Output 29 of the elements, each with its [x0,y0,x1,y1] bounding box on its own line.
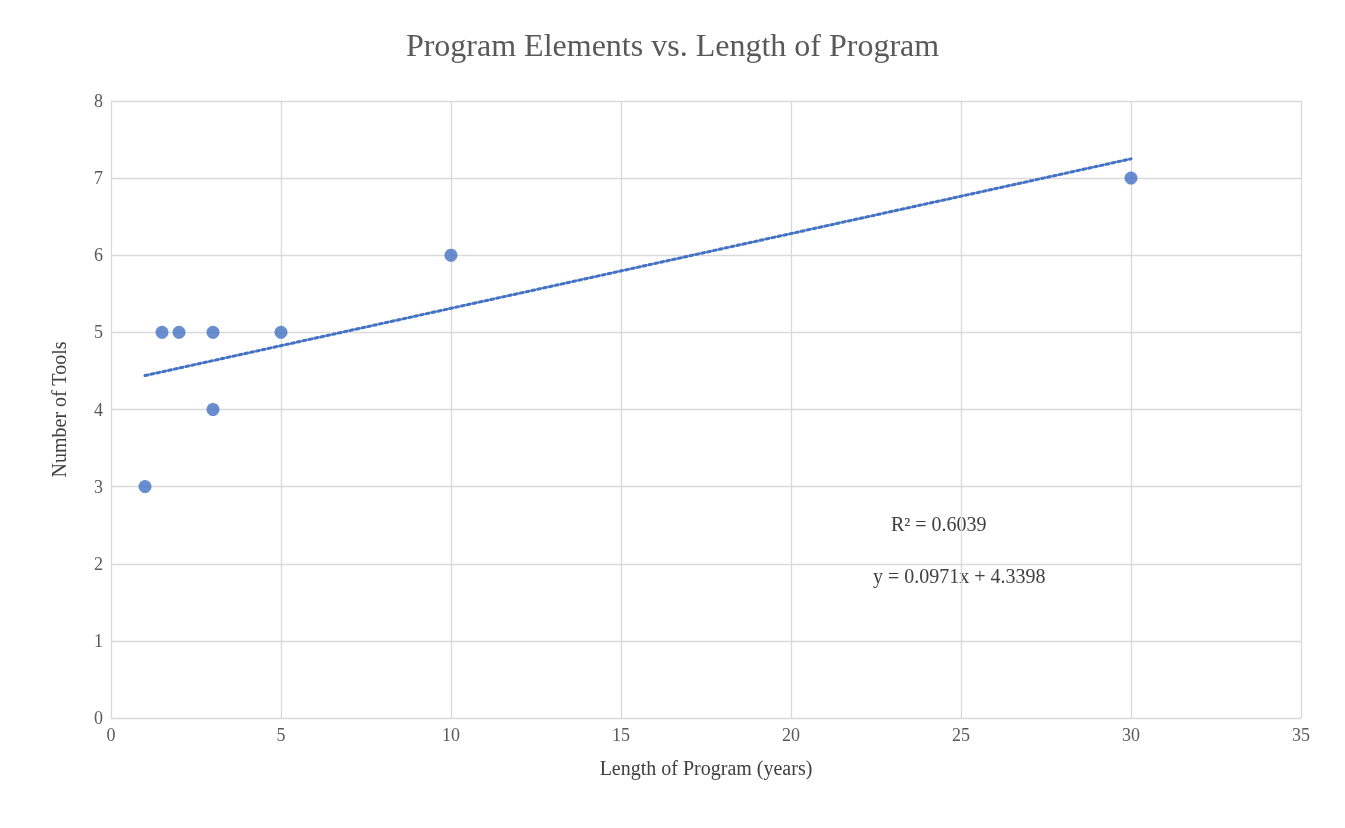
y-tick-label: 3 [94,476,103,497]
point [138,480,152,494]
y-tick-label: 1 [94,630,103,651]
point [206,403,220,416]
x-tick-label: 35 [1292,725,1310,745]
annotation: R² = 0.6039 [891,513,987,535]
y-tick-label: 2 [94,553,103,574]
x-tick-label: 30 [1122,725,1140,745]
point [444,248,458,262]
x-tick-label: 10 [442,725,460,745]
y-tick-label: 8 [94,91,103,111]
x-tick-label: 20 [782,725,800,745]
x-axis-title: Length of Program (years) [599,757,813,780]
y-tick-label: 5 [94,322,103,343]
chart-title: Program Elements vs. Length of Program [405,27,940,63]
y-tick-label: 0 [94,708,103,728]
x-tick-label: 5 [276,725,286,745]
x-tick-label: 25 [952,725,970,745]
y-axis-title: Number of Tools [48,341,70,478]
point [274,325,288,339]
y-tick-label: 4 [94,399,103,420]
point [155,325,169,339]
y-tick-label: 7 [94,168,103,189]
point [206,325,220,339]
point [1124,171,1138,185]
annotation: y = 0.0971x + 4.3398 [873,565,1046,588]
point [172,325,186,339]
y-tick-label: 6 [94,245,103,266]
x-tick-label: 15 [612,725,630,745]
